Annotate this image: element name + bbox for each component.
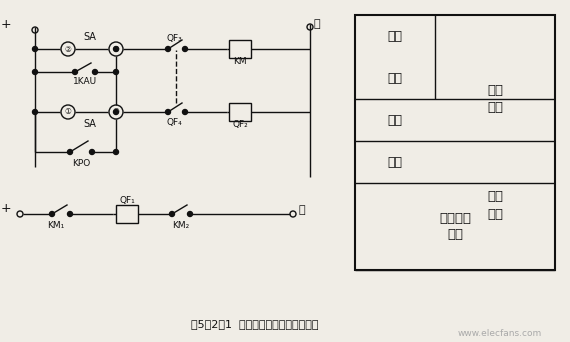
Text: +: + bbox=[1, 17, 11, 30]
Text: ②: ② bbox=[64, 44, 71, 53]
Text: －: － bbox=[314, 19, 320, 29]
Text: QF₄: QF₄ bbox=[166, 118, 182, 127]
Text: 合闸
回路: 合闸 回路 bbox=[487, 84, 503, 114]
Text: KM: KM bbox=[233, 56, 247, 66]
Bar bbox=[355, 15, 555, 270]
Circle shape bbox=[113, 47, 119, 52]
Circle shape bbox=[67, 211, 72, 216]
Text: 合闸线圈
回路: 合闸线圈 回路 bbox=[439, 211, 471, 241]
Circle shape bbox=[72, 69, 78, 75]
Circle shape bbox=[182, 47, 188, 52]
Text: ③: ③ bbox=[112, 107, 120, 117]
Circle shape bbox=[113, 109, 119, 115]
Circle shape bbox=[113, 149, 119, 155]
Text: 分闸
回路: 分闸 回路 bbox=[487, 190, 503, 221]
Text: 手动: 手动 bbox=[388, 29, 402, 42]
Bar bbox=[229, 40, 251, 58]
Text: ①: ① bbox=[64, 107, 71, 117]
Circle shape bbox=[182, 109, 188, 115]
Text: －: － bbox=[299, 205, 306, 215]
Text: 图5－2－1  断路器手动、自动控制电路: 图5－2－1 断路器手动、自动控制电路 bbox=[192, 319, 319, 329]
Bar bbox=[116, 205, 138, 223]
Text: +: + bbox=[1, 202, 11, 215]
Bar bbox=[229, 103, 251, 121]
Circle shape bbox=[92, 69, 97, 75]
Circle shape bbox=[165, 47, 170, 52]
Text: SA: SA bbox=[84, 32, 96, 42]
Circle shape bbox=[165, 109, 170, 115]
Circle shape bbox=[188, 211, 193, 216]
Text: QF₁: QF₁ bbox=[119, 196, 135, 205]
Text: 手动: 手动 bbox=[388, 114, 402, 127]
Text: www.elecfans.com: www.elecfans.com bbox=[458, 329, 542, 339]
Text: ④: ④ bbox=[112, 44, 120, 53]
Circle shape bbox=[32, 69, 38, 75]
Circle shape bbox=[32, 47, 38, 52]
Circle shape bbox=[169, 211, 174, 216]
Circle shape bbox=[32, 109, 38, 115]
Circle shape bbox=[67, 149, 72, 155]
Text: KPO: KPO bbox=[72, 158, 90, 168]
Circle shape bbox=[113, 69, 119, 75]
Circle shape bbox=[89, 149, 95, 155]
Text: QF₃: QF₃ bbox=[166, 35, 182, 43]
Text: QF₂: QF₂ bbox=[232, 119, 248, 129]
Text: SA: SA bbox=[84, 119, 96, 129]
Circle shape bbox=[50, 211, 55, 216]
Text: KM₂: KM₂ bbox=[172, 221, 190, 229]
Text: KM₁: KM₁ bbox=[47, 221, 64, 229]
Text: 1KAU: 1KAU bbox=[73, 78, 97, 87]
Text: 自动: 自动 bbox=[388, 71, 402, 84]
Text: 自动: 自动 bbox=[388, 156, 402, 169]
